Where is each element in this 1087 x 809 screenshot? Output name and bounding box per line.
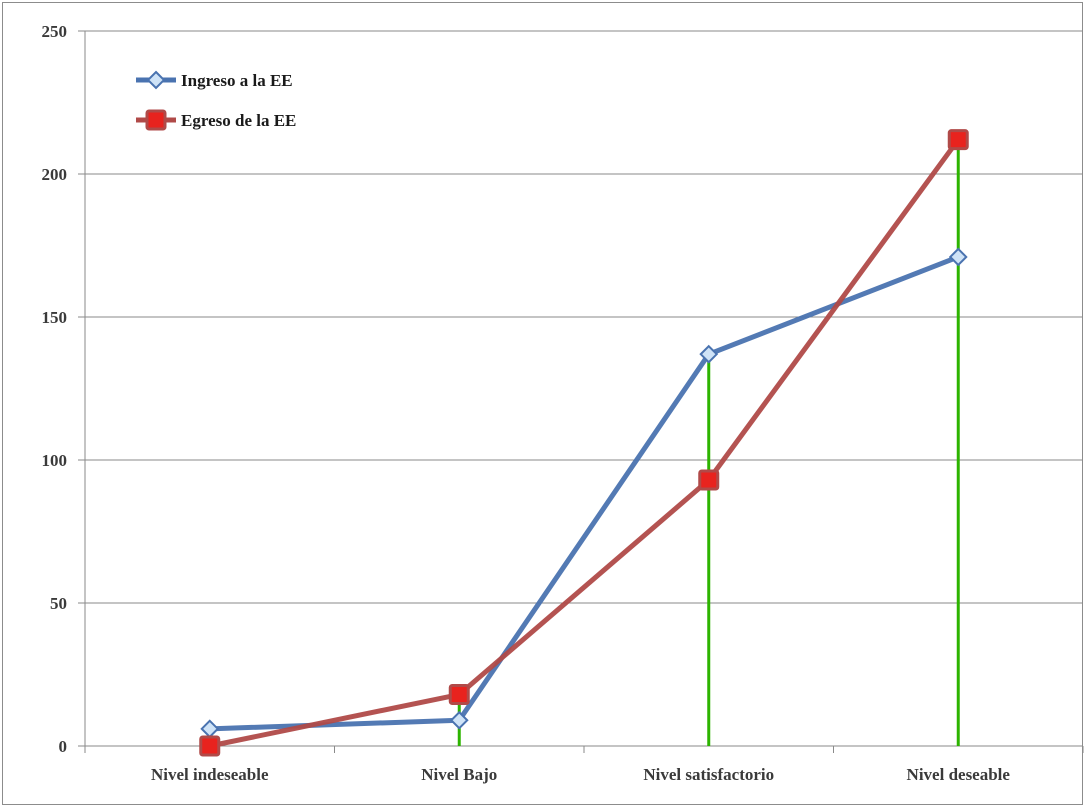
legend: Ingreso a la EE Egreso de la EE: [136, 70, 296, 131]
y-axis-tick-labels: 0 50 100 150 200 250: [42, 22, 68, 756]
y-tick-label-150: 150: [42, 308, 68, 327]
y-tick-label-250: 250: [42, 22, 68, 41]
y-tick-label-50: 50: [50, 594, 67, 613]
legend-marker-0: [146, 70, 166, 90]
series-0-point-2: [699, 344, 719, 364]
x-tick-label-3: Nivel deseable: [907, 765, 1011, 784]
series-0-point-1: [449, 710, 469, 730]
y-tick-label-200: 200: [42, 165, 68, 184]
series-line-1: [207, 137, 961, 749]
series-lines: [207, 137, 961, 749]
x-tick-label-1: Nivel Bajo: [421, 765, 497, 784]
axes: [78, 30, 1084, 753]
series-1-point-3: [947, 129, 969, 151]
series-1-point-0: [199, 735, 221, 757]
series-1-point-2: [698, 469, 720, 491]
legend-marker-1: [145, 109, 167, 131]
gridlines: [85, 30, 1083, 604]
x-axis-tick-labels: Nivel indeseable Nivel Bajo Nivel satisfac…: [151, 765, 1010, 784]
series-markers: [199, 129, 969, 757]
x-tick-label-0: Nivel indeseable: [151, 765, 269, 784]
series-line-0: [207, 254, 961, 732]
legend-label-0: Ingreso a la EE: [181, 71, 293, 90]
y-tick-label-100: 100: [42, 451, 68, 470]
x-tick-label-2: Nivel satisfactorio: [643, 765, 774, 784]
series-1-point-1: [448, 684, 470, 706]
series-0-point-3: [948, 247, 968, 267]
legend-label-1: Egreso de la EE: [181, 111, 296, 130]
series-0-point-0: [200, 719, 220, 739]
y-tick-label-0: 0: [59, 737, 68, 756]
drop-lines: [208, 139, 960, 746]
